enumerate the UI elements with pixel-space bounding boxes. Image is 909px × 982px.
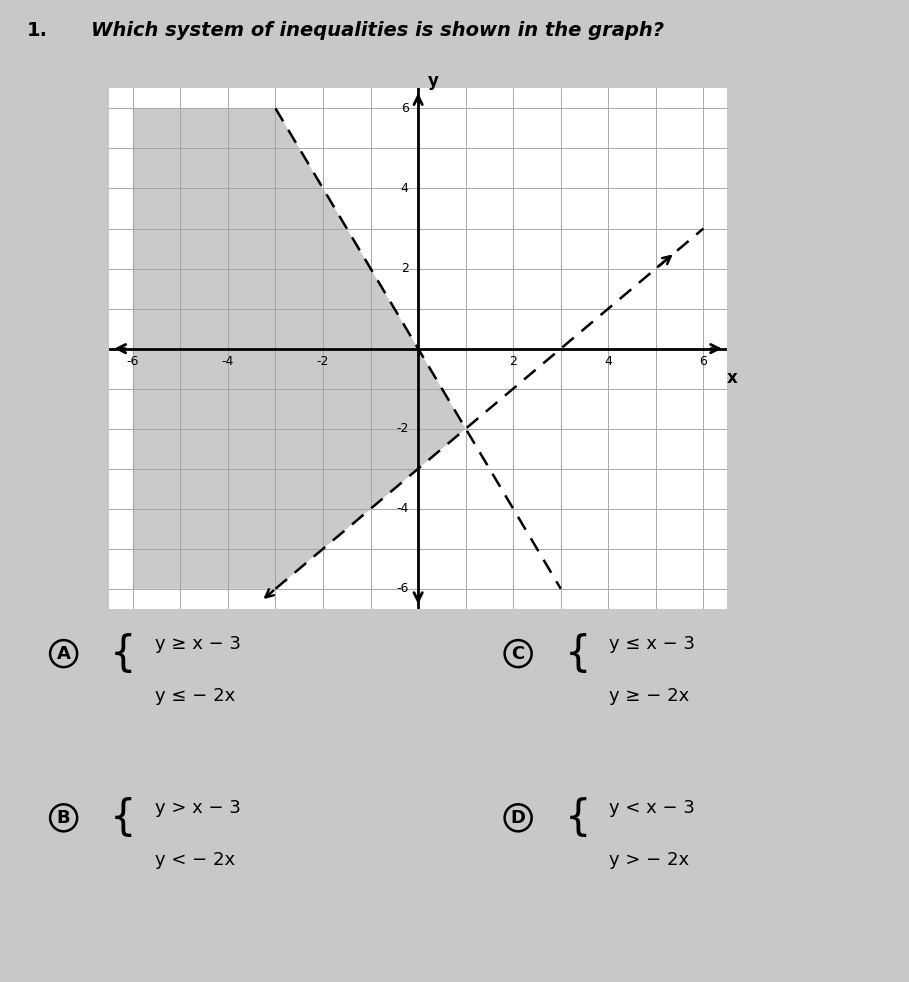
Text: C: C <box>512 644 524 663</box>
Text: -6: -6 <box>126 355 139 367</box>
Text: y ≤ x − 3: y ≤ x − 3 <box>609 635 695 653</box>
Text: 6: 6 <box>401 102 409 115</box>
Text: Which system of inequalities is shown in the graph?: Which system of inequalities is shown in… <box>91 21 664 40</box>
Text: y ≥ x − 3: y ≥ x − 3 <box>155 635 241 653</box>
Text: $\{$: $\{$ <box>109 631 133 676</box>
Text: y: y <box>427 73 438 90</box>
Text: A: A <box>56 644 71 663</box>
Text: y > x − 3: y > x − 3 <box>155 799 240 817</box>
Text: $\{$: $\{$ <box>564 795 587 840</box>
Text: -4: -4 <box>396 502 409 516</box>
Text: $\{$: $\{$ <box>109 795 133 840</box>
Text: y < x − 3: y < x − 3 <box>609 799 694 817</box>
Text: $\{$: $\{$ <box>564 631 587 676</box>
Text: 4: 4 <box>604 355 613 367</box>
Text: 6: 6 <box>700 355 707 367</box>
Text: 2: 2 <box>401 262 409 275</box>
Text: D: D <box>511 809 525 827</box>
Text: B: B <box>57 809 70 827</box>
Polygon shape <box>133 108 465 589</box>
Text: y > − 2x: y > − 2x <box>609 851 689 869</box>
Text: 4: 4 <box>401 182 409 195</box>
Text: 1.: 1. <box>27 21 48 40</box>
Text: y ≤ − 2x: y ≤ − 2x <box>155 687 235 705</box>
Text: x: x <box>727 368 738 387</box>
Text: y < − 2x: y < − 2x <box>155 851 235 869</box>
Text: -4: -4 <box>222 355 235 367</box>
Text: -2: -2 <box>396 422 409 435</box>
Text: 2: 2 <box>509 355 517 367</box>
Text: -2: -2 <box>317 355 329 367</box>
Text: -6: -6 <box>396 582 409 595</box>
Text: y ≥ − 2x: y ≥ − 2x <box>609 687 689 705</box>
